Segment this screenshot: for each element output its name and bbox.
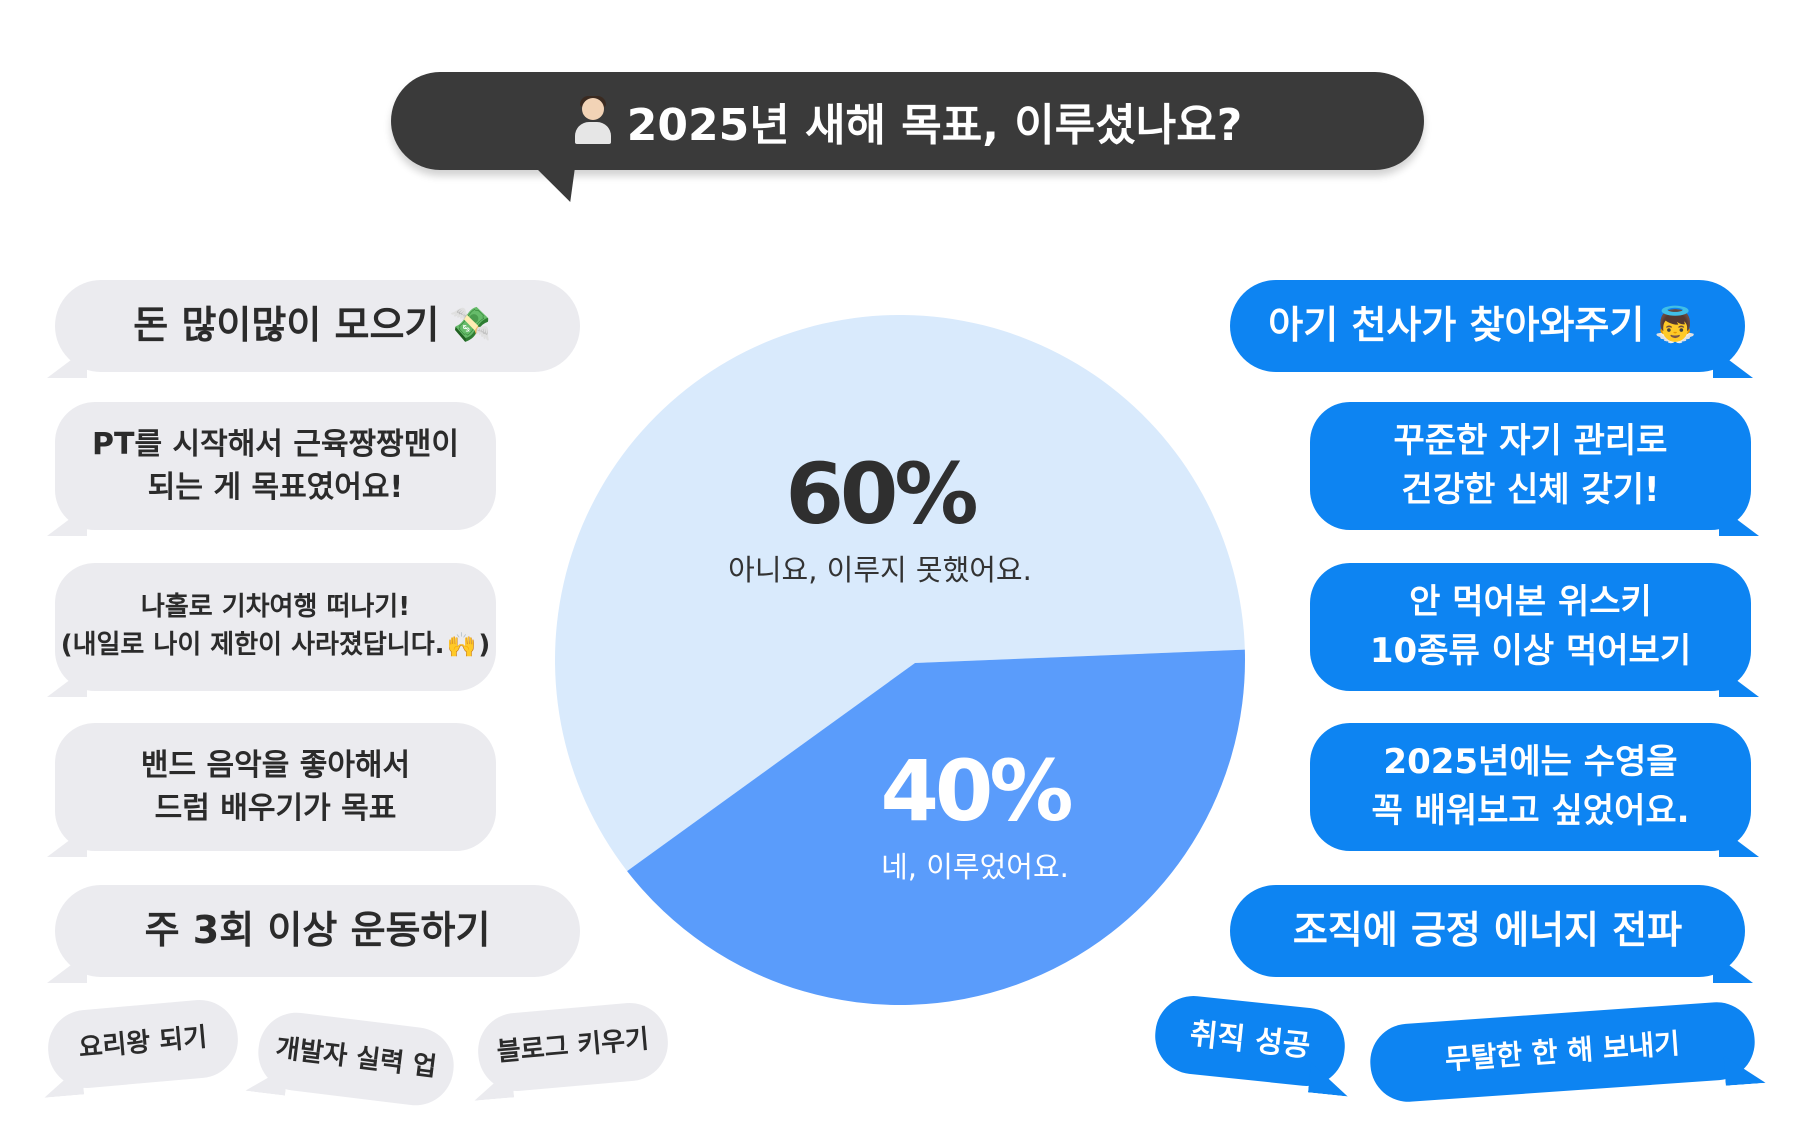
goal-pie-chart	[555, 315, 1245, 1005]
goal-bubble-pt: PT를 시작해서 근육짱짱맨이 되는 게 목표였어요!	[47, 402, 496, 536]
goal-bubble-peaceful-year: 무탈한 한 해 보내기	[1367, 999, 1758, 1105]
goal-text-line: 안 먹어본 위스키	[1409, 581, 1652, 622]
goal-bubble-exercise: 주 3회 이상 운동하기	[47, 885, 580, 983]
pie-caption-not-achieved: 아니요, 이루지 못했어요.	[728, 553, 1032, 587]
goal-text: 아기 천사가 찾아와주기	[1268, 303, 1645, 348]
title-bubble-tail	[528, 160, 576, 202]
goal-text: 무탈한 한 해 보내기	[1443, 1026, 1681, 1076]
goal-text: 요리왕 되기	[77, 1022, 209, 1064]
goal-text-line: 꼭 배워보고 싶었어요.	[1371, 791, 1690, 831]
page-title-bubble: 2025년 새해 목표, 이루셨나요?	[391, 72, 1424, 170]
baby-angel-icon: 👼	[1654, 305, 1697, 346]
goal-text-line: 2025년에는 수영을	[1383, 741, 1678, 782]
pie-caption-achieved: 네, 이루었어요.	[881, 850, 1069, 884]
goal-text-line: 나홀로 기차여행 떠나기!	[140, 592, 411, 623]
goal-text-line: 밴드 음악을 좋아해서	[140, 747, 411, 783]
goal-bubble-health: 꾸준한 자기 관리로 건강한 신체 갖기!	[1310, 402, 1759, 536]
goal-bubble-train-trip: 나홀로 기차여행 떠나기! (내일로 나이 제한이 사라졌답니다.🙌)	[47, 563, 496, 697]
goal-bubble-money: 돈 많이많이 모으기 💸	[47, 280, 580, 378]
goal-text-line: 건강한 신체 갖기!	[1401, 470, 1660, 510]
raised-hands-icon: 🙌	[446, 631, 477, 659]
pie-value-not-achieved: 60%	[785, 445, 978, 543]
pie-label-achieved: 40% 네, 이루었어요.	[880, 742, 1073, 886]
goal-text-line: PT를 시작해서 근육짱짱맨이	[92, 426, 459, 462]
goal-text: 돈 많이많이 모으기	[133, 303, 440, 348]
goal-bubble-baby: 아기 천사가 찾아와주기 👼	[1230, 280, 1753, 378]
goal-text-line: 꾸준한 자기 관리로	[1393, 420, 1668, 461]
goal-bubble-blog: 블로그 키우기	[475, 999, 672, 1094]
goal-bubble-positive-energy: 조직에 긍정 에너지 전파	[1230, 885, 1753, 983]
goal-bubble-whisky: 안 먹어본 위스키 10종류 이상 먹어보기	[1310, 563, 1759, 697]
person-tipping-hand-icon	[573, 96, 613, 144]
goal-text: 주 3회 이상 운동하기	[144, 908, 491, 953]
goal-text-line: 되는 게 목표였어요!	[147, 470, 404, 505]
goal-text-line: 드럼 배우기가 목표	[154, 791, 397, 826]
goal-bubble-job: 취직 성공	[1151, 992, 1348, 1089]
goal-text-line: (내일로 나이 제한이 사라졌답니다.	[60, 630, 445, 660]
pie-value-achieved: 40%	[880, 742, 1073, 840]
goal-bubble-swimming: 2025년에는 수영을 꼭 배워보고 싶었어요.	[1310, 723, 1759, 857]
goal-text-line: 10종류 이상 먹어보기	[1369, 631, 1692, 671]
goal-bubble-cooking: 요리왕 되기	[45, 996, 242, 1091]
pie-label-not-achieved: 60% 아니요, 이루지 못했어요.	[728, 445, 1032, 589]
goal-text-close-paren: )	[478, 630, 491, 660]
goal-text: 조직에 긍정 에너지 전파	[1292, 908, 1683, 953]
money-with-wings-icon: 💸	[449, 305, 492, 346]
goal-text: 블로그 키우기	[495, 1024, 651, 1068]
goal-text: 취직 성공	[1188, 1017, 1312, 1065]
pie-slice-not-achieved	[555, 315, 1245, 872]
page-title: 2025년 새해 목표, 이루셨나요?	[626, 100, 1243, 151]
goal-bubble-developer: 개발자 실력 업	[254, 1008, 459, 1110]
pie-slice-achieved	[627, 649, 1245, 1005]
goal-text: 개발자 실력 업	[274, 1033, 439, 1083]
goal-bubble-drums: 밴드 음악을 좋아해서 드럼 배우기가 목표	[47, 723, 496, 857]
